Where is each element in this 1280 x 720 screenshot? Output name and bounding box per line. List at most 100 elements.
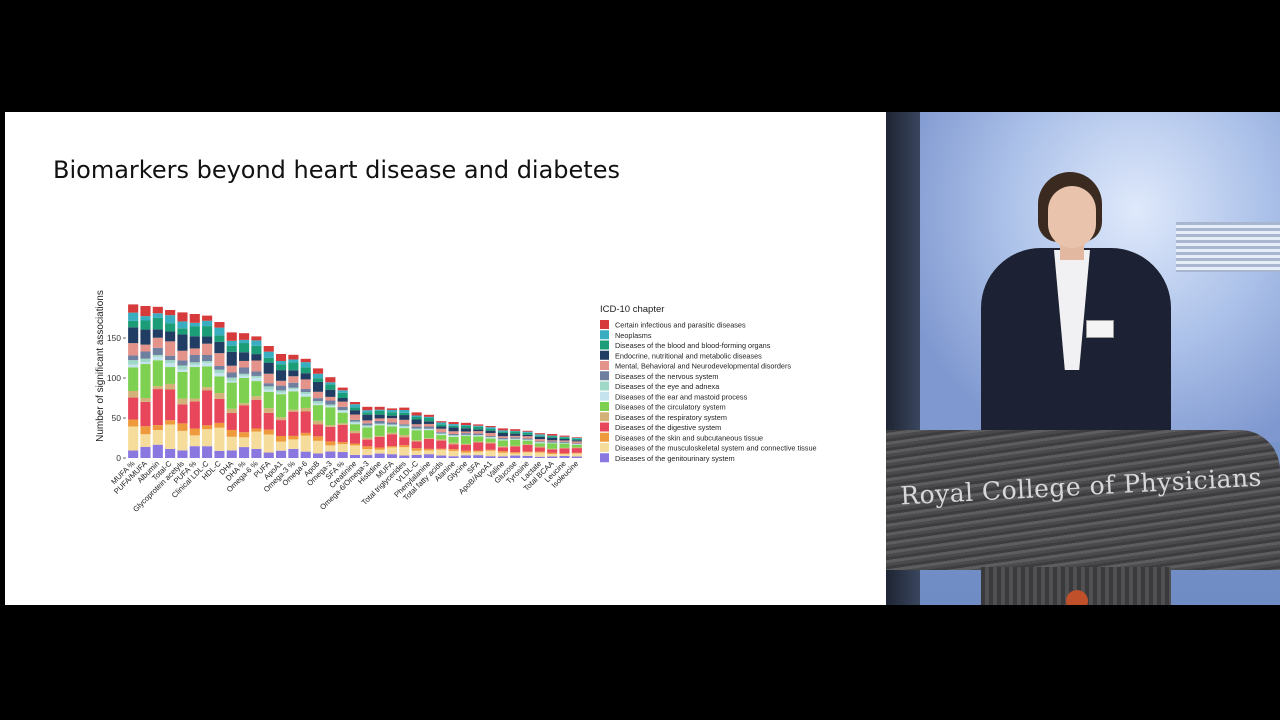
- bar-segment: [300, 388, 311, 393]
- bar-segment: [497, 446, 508, 448]
- bar-segment: [436, 432, 447, 434]
- bar-segment: [165, 315, 176, 324]
- legend-entry: Diseases of the skin and subcutaneous ti…: [615, 433, 763, 442]
- bar-segment: [325, 441, 336, 446]
- bar-segment: [263, 346, 274, 352]
- bar-segment: [177, 450, 188, 458]
- bar-segment: [288, 362, 299, 371]
- legend-entry: Diseases of the nervous system: [615, 372, 718, 381]
- bar-segment: [325, 425, 336, 427]
- bar-segment: [214, 322, 225, 328]
- bar-segment: [485, 442, 496, 444]
- bar-segment: [448, 433, 459, 436]
- bar-segment: [140, 446, 151, 458]
- legend-swatch: [600, 320, 609, 329]
- bar-segment: [362, 427, 373, 438]
- bar-segment: [510, 433, 521, 436]
- bar-segment: [202, 355, 213, 362]
- bar-segment: [386, 412, 398, 416]
- bar-segment: [411, 448, 422, 451]
- bar-segment: [510, 455, 521, 458]
- bar-segment: [510, 431, 521, 434]
- bar-segment: [510, 445, 521, 447]
- bar-segment: [349, 407, 361, 411]
- bar-segment: [559, 453, 570, 455]
- bar-segment: [128, 367, 139, 391]
- bar-segment: [510, 429, 521, 431]
- bar-segment: [510, 437, 521, 439]
- bar-segment: [226, 380, 237, 383]
- bar-segment: [214, 376, 225, 394]
- bar-segment: [263, 383, 274, 387]
- bar-segment: [276, 420, 287, 436]
- bar-segment: [337, 406, 348, 410]
- bar-segment: [337, 401, 348, 407]
- bar-segment: [448, 431, 459, 434]
- bar-segment: [448, 442, 459, 445]
- bar-segment: [386, 432, 398, 435]
- bar-segment: [128, 320, 139, 328]
- bar-segment: [226, 372, 237, 378]
- bar-segment: [251, 360, 262, 372]
- bar-segment: [522, 451, 533, 453]
- bar-segment: [202, 326, 213, 337]
- bar-segment: [312, 403, 324, 406]
- bar-segment: [448, 422, 459, 425]
- name-badge: [1086, 320, 1114, 338]
- bar-segment: [214, 369, 225, 374]
- bar-segment: [189, 446, 200, 458]
- bar-segment: [436, 434, 447, 436]
- bar-segment: [510, 453, 521, 456]
- y-tick-label: 0: [116, 453, 121, 463]
- bar-segment: [177, 423, 188, 431]
- bar-segment: [177, 312, 188, 322]
- bar-segment: [411, 424, 422, 427]
- bar-segment: [152, 430, 163, 445]
- bar-segment: [300, 367, 311, 374]
- bar-segment: [423, 450, 434, 455]
- bar-segment: [337, 390, 348, 393]
- bar-segment: [547, 443, 558, 449]
- bar-segment: [337, 410, 348, 413]
- bar-segment: [263, 429, 274, 435]
- bar-segment: [251, 431, 262, 449]
- legend-swatch: [600, 381, 609, 391]
- bar-segment: [485, 437, 496, 439]
- bar-segment: [189, 362, 200, 365]
- bar-segment: [571, 456, 582, 458]
- bar-segment: [559, 454, 570, 457]
- bar-segment: [263, 389, 274, 392]
- bar-segment: [165, 448, 176, 458]
- bar-segment: [152, 329, 163, 338]
- bar-segment: [448, 444, 459, 450]
- bar-segment: [189, 428, 200, 436]
- bar-segment: [485, 437, 496, 438]
- legend-entry: Diseases of the digestive system: [615, 423, 721, 432]
- bar-segment: [202, 315, 213, 321]
- bar-segment: [534, 435, 545, 437]
- bar-segment: [571, 440, 582, 442]
- bar-segment: [374, 418, 385, 421]
- bar-segment: [497, 440, 508, 447]
- bar-segment: [312, 453, 324, 458]
- bar-segment: [547, 454, 558, 457]
- bar-segment: [288, 389, 299, 392]
- bar-segment: [288, 448, 299, 458]
- bar-segment: [473, 441, 484, 443]
- bar-segment: [202, 425, 213, 430]
- bar-segment: [325, 377, 336, 383]
- legend-swatch: [600, 432, 609, 442]
- bar-segment: [288, 411, 299, 436]
- bar-segment: [399, 437, 410, 446]
- bar-segment: [374, 409, 385, 411]
- bar-segment: [239, 339, 250, 344]
- bar-segment: [448, 425, 459, 428]
- bar-segment: [288, 439, 299, 449]
- bar-segment: [522, 452, 533, 456]
- bar-segment: [152, 444, 163, 458]
- bar-segment: [386, 447, 398, 455]
- bar-segment: [300, 432, 311, 436]
- bar-segment: [325, 389, 336, 397]
- bar-segment: [152, 337, 163, 348]
- bar-segment: [485, 436, 496, 438]
